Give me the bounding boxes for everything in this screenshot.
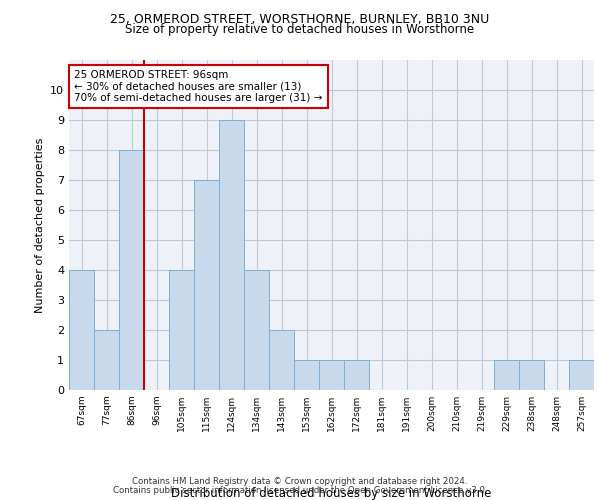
- Bar: [119, 150, 144, 390]
- Bar: [319, 360, 344, 390]
- Bar: [569, 360, 594, 390]
- Bar: [169, 270, 194, 390]
- Bar: [269, 330, 294, 390]
- Text: Contains HM Land Registry data © Crown copyright and database right 2024.: Contains HM Land Registry data © Crown c…: [132, 477, 468, 486]
- Bar: [194, 180, 219, 390]
- Bar: [219, 120, 244, 390]
- Bar: [94, 330, 119, 390]
- Text: 25 ORMEROD STREET: 96sqm
← 30% of detached houses are smaller (13)
70% of semi-d: 25 ORMEROD STREET: 96sqm ← 30% of detach…: [74, 70, 323, 103]
- Bar: [294, 360, 319, 390]
- Text: Contains public sector information licensed under the Open Government Licence v3: Contains public sector information licen…: [113, 486, 487, 495]
- Text: Size of property relative to detached houses in Worsthorne: Size of property relative to detached ho…: [125, 22, 475, 36]
- Y-axis label: Number of detached properties: Number of detached properties: [35, 138, 44, 312]
- Bar: [244, 270, 269, 390]
- Bar: [519, 360, 544, 390]
- Text: 25, ORMEROD STREET, WORSTHORNE, BURNLEY, BB10 3NU: 25, ORMEROD STREET, WORSTHORNE, BURNLEY,…: [110, 12, 490, 26]
- Bar: [494, 360, 519, 390]
- Bar: [69, 270, 94, 390]
- Bar: [344, 360, 369, 390]
- X-axis label: Distribution of detached houses by size in Worsthorne: Distribution of detached houses by size …: [172, 487, 491, 500]
